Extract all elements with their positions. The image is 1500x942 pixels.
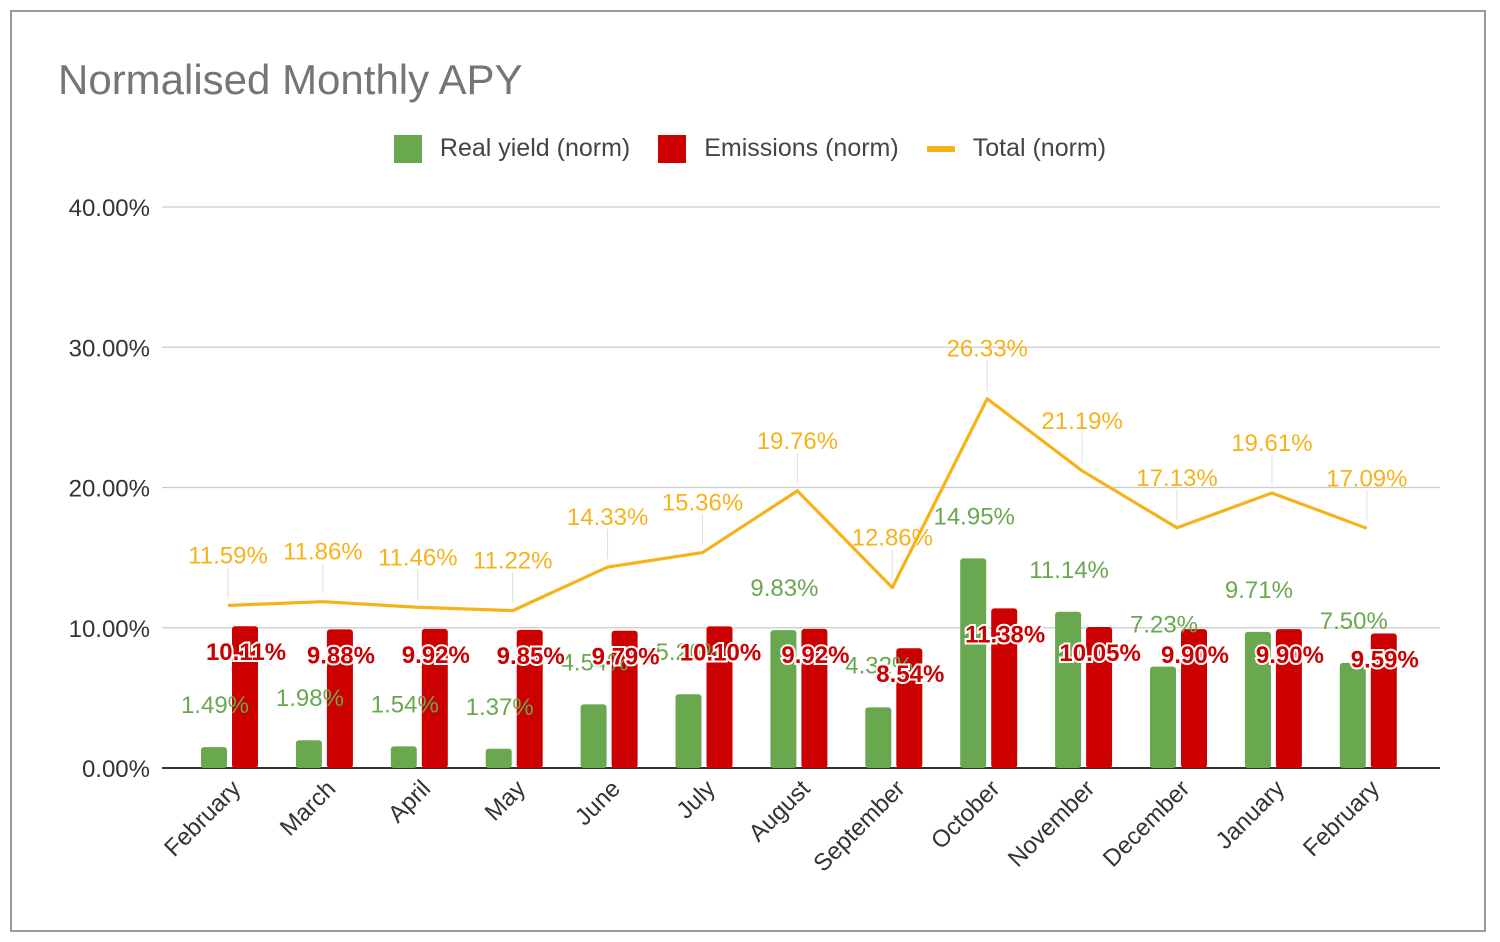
bar-emissions xyxy=(421,628,448,768)
x-category-label: February xyxy=(1298,775,1385,862)
legend-swatch-emissions xyxy=(658,134,687,163)
bar-emissions xyxy=(1275,629,1302,768)
data-label-emissions: 9.59% xyxy=(1351,647,1419,674)
data-label-emissions: 9.79% xyxy=(592,644,660,671)
data-label-emissions: 11.38% xyxy=(965,621,1045,648)
y-tick-label: 20.00% xyxy=(69,476,150,503)
data-label-total: 14.33% xyxy=(567,504,648,531)
bar-emissions xyxy=(896,648,923,768)
bar-emissions xyxy=(1086,627,1113,768)
data-label-total: 19.76% xyxy=(757,428,838,455)
y-tick-label: 0.00% xyxy=(82,756,150,783)
legend-label-total: Total (norm) xyxy=(972,134,1107,162)
y-tick-label: 30.00% xyxy=(69,335,150,362)
data-label-real-yield: 1.54% xyxy=(371,691,439,718)
bar-real-yield xyxy=(390,746,417,768)
bar-real-yield xyxy=(1244,631,1271,768)
data-label-real-yield: 4.54% xyxy=(561,649,629,676)
data-label-total: 21.19% xyxy=(1041,408,1122,435)
data-label-emissions: 9.92% xyxy=(781,642,849,669)
data-label-real-yield: 11.14% xyxy=(1029,557,1109,584)
bar-real-yield xyxy=(770,630,797,768)
bar-real-yield xyxy=(485,748,512,768)
bar-real-yield xyxy=(1339,662,1366,768)
data-label-real-yield: 1.49% xyxy=(181,692,249,719)
bar-real-yield xyxy=(1150,666,1176,768)
legend-swatch-total xyxy=(926,145,955,152)
data-label-total: 11.46% xyxy=(378,544,458,571)
data-label-real-yield: 1.37% xyxy=(466,694,534,721)
bar-real-yield xyxy=(865,707,892,768)
data-label-emissions: 10.11% xyxy=(206,639,286,666)
data-label-total: 12.86% xyxy=(852,525,933,552)
bar-emissions xyxy=(516,629,543,768)
bar-emissions xyxy=(611,630,638,768)
bar-emissions xyxy=(1181,629,1207,768)
x-category-label: August xyxy=(744,775,816,847)
data-label-real-yield: 14.95% xyxy=(933,503,1014,530)
bar-emissions xyxy=(801,628,828,768)
data-label-total: 26.33% xyxy=(946,336,1027,363)
x-category-label: May xyxy=(480,775,531,826)
legend-item-real-yield[interactable]: Real yield (norm) xyxy=(393,134,631,163)
data-label-real-yield: 9.71% xyxy=(1225,577,1293,604)
x-category-label: July xyxy=(671,775,720,824)
data-label-emissions: 10.10% xyxy=(680,639,761,666)
x-category-label: November xyxy=(1003,775,1100,872)
data-label-real-yield: 7.23% xyxy=(1130,612,1198,639)
x-category-label: January xyxy=(1211,775,1290,854)
bar-real-yield xyxy=(960,558,987,768)
bar-real-yield xyxy=(1055,611,1082,768)
y-tick-label: 40.00% xyxy=(69,195,150,222)
data-label-emissions: 8.54% xyxy=(876,661,944,688)
data-label-emissions: 9.88% xyxy=(307,642,375,669)
legend-item-total[interactable]: Total (norm) xyxy=(926,134,1107,163)
data-label-real-yield: 7.50% xyxy=(1320,608,1388,635)
x-category-label: June xyxy=(570,775,626,831)
x-category-label: October xyxy=(926,775,1005,854)
legend-item-emissions[interactable]: Emissions (norm) xyxy=(658,134,899,163)
bar-real-yield xyxy=(201,747,227,768)
legend-label-emissions: Emissions (norm) xyxy=(704,134,899,162)
chart-legend: Real yield (norm) Emissions (norm) Total… xyxy=(12,134,1488,163)
bar-emissions xyxy=(232,626,258,768)
legend-label-real-yield: Real yield (norm) xyxy=(439,134,631,162)
bar-emissions xyxy=(326,629,353,768)
x-category-label: September xyxy=(808,775,910,877)
data-label-total: 11.59% xyxy=(188,542,268,569)
legend-swatch-real-yield xyxy=(393,134,422,163)
bar-emissions xyxy=(991,608,1018,768)
y-tick-label: 10.00% xyxy=(69,616,150,643)
data-label-emissions: 10.05% xyxy=(1059,640,1140,667)
bar-real-yield xyxy=(580,704,607,768)
data-label-total: 15.36% xyxy=(662,490,743,517)
bar-real-yield xyxy=(295,740,322,768)
data-label-emissions: 9.90% xyxy=(1256,642,1324,669)
data-label-real-yield: 1.98% xyxy=(276,685,344,712)
bar-real-yield xyxy=(675,694,702,768)
data-label-real-yield: 9.83% xyxy=(750,575,818,602)
line-total xyxy=(227,397,1368,613)
chart-title: Normalised Monthly APY xyxy=(58,56,523,103)
data-label-total: 11.86% xyxy=(283,539,363,566)
data-label-total: 17.09% xyxy=(1326,465,1407,492)
bar-emissions xyxy=(1370,633,1397,768)
x-category-label: April xyxy=(383,775,436,828)
chart-frame: Normalised Monthly APY Real yield (norm)… xyxy=(10,10,1486,932)
data-label-total: 19.61% xyxy=(1231,430,1312,457)
x-category-label: February xyxy=(159,775,246,862)
data-label-real-yield: 4.32% xyxy=(845,652,913,679)
data-label-emissions: 9.90% xyxy=(1161,642,1229,669)
data-label-total: 11.22% xyxy=(473,548,553,575)
data-label-total: 17.13% xyxy=(1136,465,1217,492)
x-category-label: March xyxy=(275,775,341,841)
data-label-real-yield: 5.26% xyxy=(655,639,723,666)
data-label-emissions: 9.85% xyxy=(497,643,565,670)
x-category-label: December xyxy=(1098,775,1195,872)
bar-emissions xyxy=(706,626,733,768)
data-label-emissions: 9.92% xyxy=(402,642,470,669)
